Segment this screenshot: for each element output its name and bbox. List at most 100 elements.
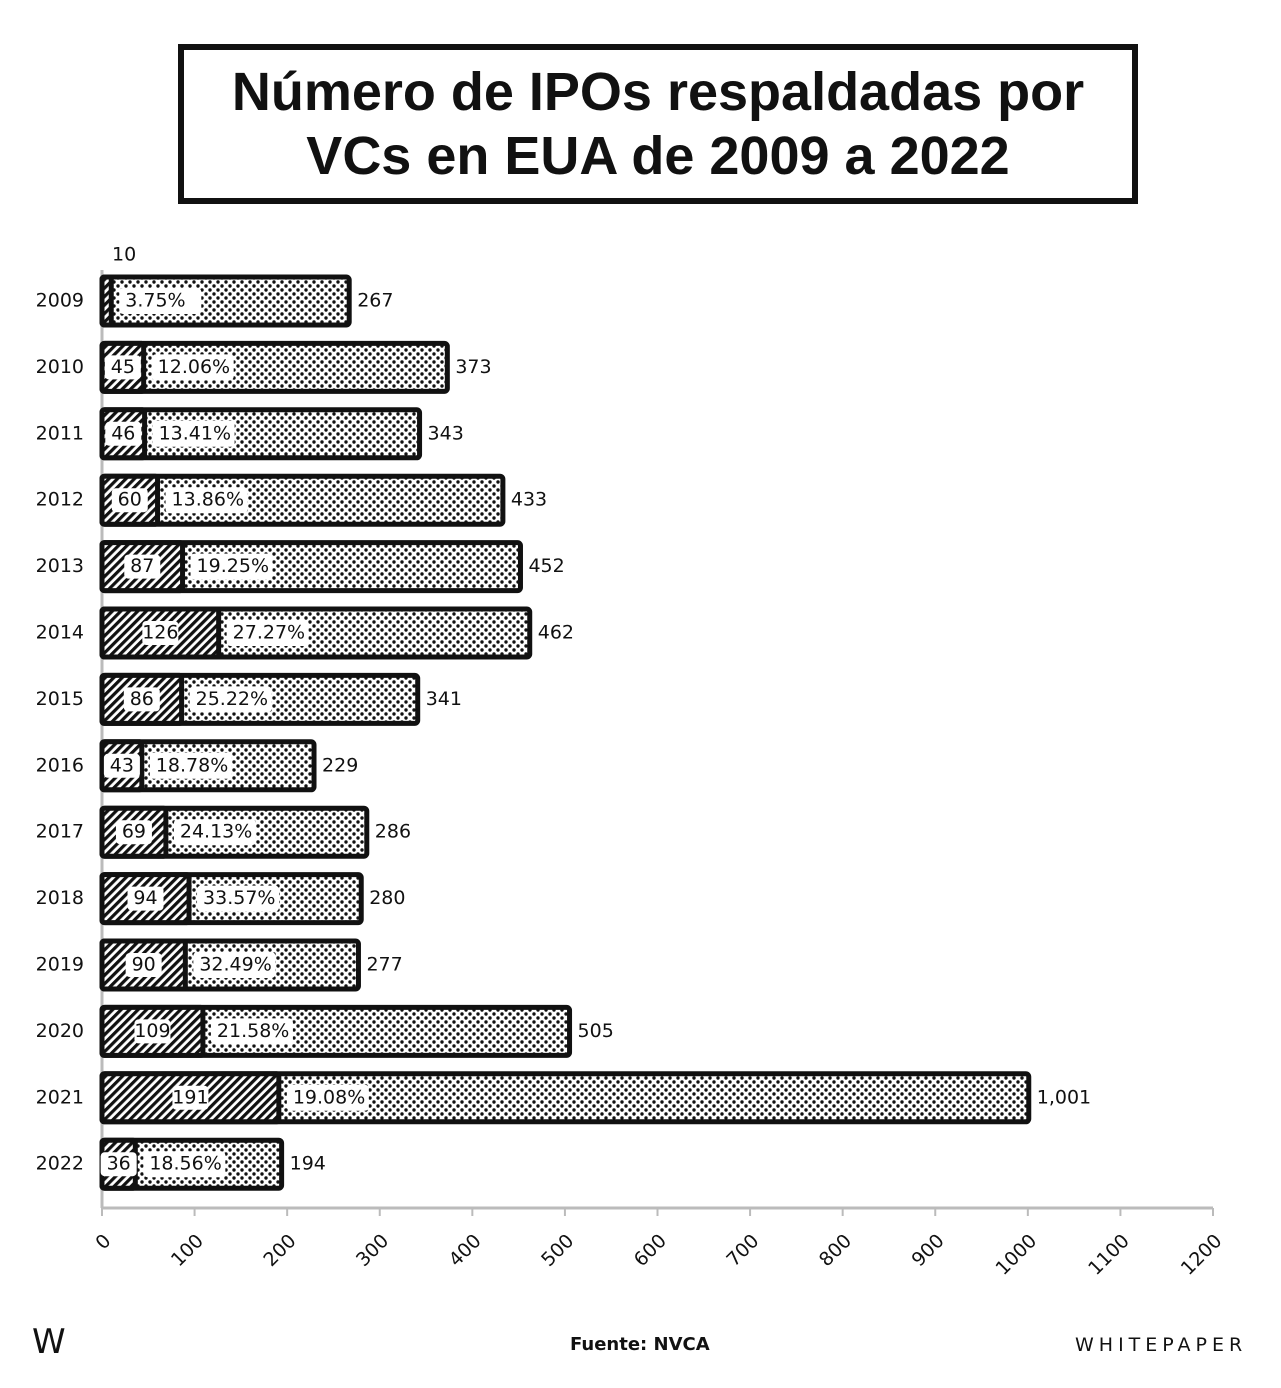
- x-tick-label: 100: [167, 1230, 208, 1271]
- vc-label: 43: [110, 754, 134, 776]
- x-tick-label: 1000: [992, 1230, 1042, 1280]
- total-label: 267: [357, 290, 393, 312]
- share-label: 18.78%: [156, 754, 228, 776]
- share-label-bg: [119, 288, 202, 314]
- total-bar: [99, 407, 423, 461]
- vc-label: 45: [111, 356, 135, 378]
- x-tick-label: 400: [445, 1230, 486, 1271]
- vc-label-bg: [105, 421, 142, 446]
- chart: 0 100 200 300 400 500 600 700 800 900 1000 1100 1200…: [36, 244, 1227, 1280]
- y-tick-label: 2020: [36, 1020, 84, 1042]
- x-tick-label: 1200: [1177, 1230, 1227, 1280]
- x-tick-label: 900: [907, 1230, 948, 1271]
- y-tick-label: 2014: [36, 622, 84, 644]
- y-tick-label: 2021: [36, 1086, 84, 1108]
- y-tick-label: 2013: [36, 555, 84, 577]
- vc-bar: [99, 274, 114, 328]
- total-label: 452: [528, 555, 564, 577]
- y-tick-label: 2017: [36, 821, 84, 843]
- x-tick-label: 200: [259, 1230, 300, 1271]
- total-label: 194: [290, 1153, 326, 1175]
- vc-label-bg: [124, 554, 161, 579]
- share-label-bg: [189, 686, 272, 713]
- vc-label: 46: [111, 422, 135, 444]
- total-label: 373: [455, 356, 491, 378]
- share-label: 19.25%: [197, 555, 269, 577]
- vc-label-bg: [172, 1085, 209, 1110]
- title-box: Número de IPOs respaldadas por VCs en EU…: [178, 44, 1138, 204]
- share-label-bg: [190, 553, 273, 580]
- share-label-bg: [152, 420, 235, 447]
- total-bar: [99, 473, 506, 527]
- share-label-bg: [143, 1151, 226, 1178]
- share-label-bg: [173, 819, 256, 846]
- y-tick-label: 2022: [36, 1153, 84, 1175]
- share-label-bg: [226, 620, 309, 646]
- y-tick-label: 2015: [36, 688, 84, 710]
- share-label-bg: [193, 952, 276, 978]
- y-tick-label: 2011: [36, 422, 84, 444]
- total-label: 229: [322, 754, 358, 776]
- x-tick-label: 800: [815, 1230, 856, 1271]
- vc-label-bg: [100, 1152, 137, 1177]
- share-label: 13.86%: [172, 489, 244, 511]
- vc-label-bg: [125, 953, 162, 977]
- y-tick-label: 2010: [36, 356, 84, 378]
- total-label: 280: [369, 887, 405, 909]
- vc-label: 191: [172, 1086, 208, 1108]
- vc-label: 69: [122, 821, 146, 843]
- vc-label-bg: [111, 488, 148, 513]
- x-tick-label: 0: [91, 1230, 115, 1254]
- share-label-bg: [286, 1084, 369, 1111]
- vc-label: 126: [142, 622, 178, 644]
- vc-label-bg: [134, 1019, 171, 1044]
- brand: WHITEPAPER: [1075, 1334, 1248, 1356]
- share-label: 3.75%: [125, 290, 185, 312]
- total-label: 505: [578, 1020, 614, 1042]
- share-label-bg: [151, 354, 234, 381]
- vc-label: 109: [134, 1020, 170, 1042]
- total-label: 1,001: [1037, 1086, 1091, 1108]
- vc-label-bg: [127, 886, 164, 911]
- vc-label: 90: [132, 954, 156, 976]
- y-tick-label: 2012: [36, 489, 84, 511]
- total-label: 462: [538, 622, 574, 644]
- source: Fuente: NVCA: [570, 1334, 710, 1355]
- x-tick-label: 500: [537, 1230, 578, 1271]
- share-label-bg: [149, 752, 232, 779]
- y-tick-label: 2009: [36, 290, 84, 312]
- total-label: 343: [428, 422, 464, 444]
- vc-label-bg: [142, 621, 179, 645]
- chart-title: Número de IPOs respaldadas por VCs en EU…: [231, 62, 1085, 186]
- vc-label: 87: [130, 555, 154, 577]
- vc-label: 86: [130, 688, 154, 710]
- y-tick-label: 2018: [36, 887, 84, 909]
- vc-label: 36: [107, 1153, 131, 1175]
- share-label-bg: [197, 885, 280, 912]
- total-label: 433: [511, 489, 547, 511]
- y-tick-label: 2016: [36, 754, 84, 776]
- share-label: 32.49%: [199, 954, 271, 976]
- vc-label-bg: [115, 820, 152, 845]
- share-label: 24.13%: [180, 821, 252, 843]
- total-label: 277: [366, 954, 402, 976]
- share-label: 12.06%: [158, 356, 230, 378]
- x-tick-label: 300: [352, 1230, 393, 1271]
- vc-label: 60: [118, 489, 142, 511]
- vc-label: 94: [133, 887, 157, 909]
- vc-label-bg: [123, 687, 160, 712]
- total-label: 286: [375, 821, 411, 843]
- total-label: 341: [426, 688, 462, 710]
- x-tick-label: 700: [722, 1230, 763, 1271]
- x-tick-label: 600: [630, 1230, 671, 1271]
- share-label-bg: [165, 487, 248, 514]
- share-label: 25.22%: [196, 688, 268, 710]
- share-label-bg: [210, 1018, 293, 1045]
- vc-label-bg: [104, 355, 141, 380]
- vc-label: 10: [112, 244, 136, 266]
- logo: W: [32, 1322, 66, 1362]
- share-label: 33.57%: [203, 887, 275, 909]
- share-label: 18.56%: [149, 1153, 221, 1175]
- share-label: 21.58%: [217, 1020, 289, 1042]
